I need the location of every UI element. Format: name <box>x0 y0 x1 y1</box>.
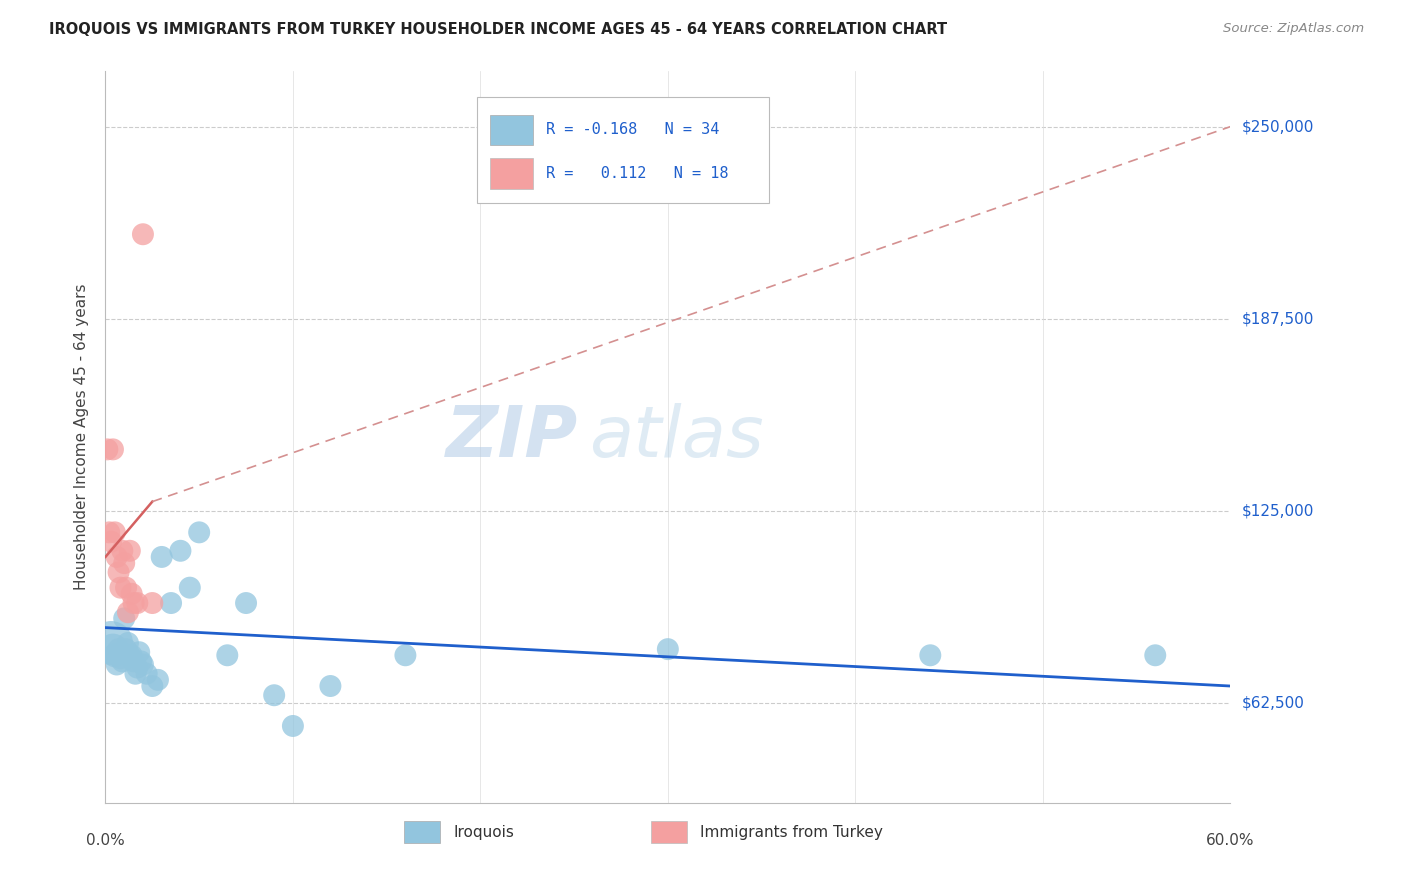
Text: $62,500: $62,500 <box>1241 696 1305 710</box>
Point <box>263 688 285 702</box>
Point <box>98 525 121 540</box>
Point <box>160 596 183 610</box>
Point <box>110 651 132 665</box>
Point <box>394 648 416 663</box>
Point <box>188 525 211 540</box>
Point <box>111 655 134 669</box>
Bar <box>404 821 440 843</box>
Point <box>107 642 129 657</box>
Point <box>105 657 128 672</box>
Point <box>101 642 124 657</box>
Point <box>127 596 149 610</box>
Point <box>105 549 128 564</box>
Text: $187,500: $187,500 <box>1241 311 1313 326</box>
Point <box>129 655 152 669</box>
Point <box>115 581 138 595</box>
Point <box>235 596 257 610</box>
Point <box>100 636 122 650</box>
Text: $125,000: $125,000 <box>1241 503 1313 518</box>
Point <box>132 227 155 242</box>
Point <box>96 442 118 457</box>
Point <box>112 611 135 625</box>
Text: Immigrants from Turkey: Immigrants from Turkey <box>700 824 883 839</box>
Text: $250,000: $250,000 <box>1241 120 1313 134</box>
Point <box>657 642 679 657</box>
Bar <box>651 821 688 843</box>
Text: 60.0%: 60.0% <box>1206 833 1254 848</box>
Text: IROQUOIS VS IMMIGRANTS FROM TURKEY HOUSEHOLDER INCOME AGES 45 - 64 YEARS CORRELA: IROQUOIS VS IMMIGRANTS FROM TURKEY HOUSE… <box>49 22 948 37</box>
Point <box>118 648 141 663</box>
Point <box>135 666 157 681</box>
Text: Source: ZipAtlas.com: Source: ZipAtlas.com <box>1223 22 1364 36</box>
Point <box>110 581 132 595</box>
Point <box>141 596 163 610</box>
Point <box>920 648 942 663</box>
Point <box>141 679 163 693</box>
Point <box>112 556 135 570</box>
Point <box>121 587 143 601</box>
Point <box>132 657 155 672</box>
Point <box>1144 648 1167 663</box>
Y-axis label: Householder Income Ages 45 - 64 years: Householder Income Ages 45 - 64 years <box>75 284 90 591</box>
Point <box>281 719 304 733</box>
Text: R =   0.112   N = 18: R = 0.112 N = 18 <box>547 166 728 181</box>
Point <box>101 442 124 457</box>
Point <box>104 648 127 663</box>
Text: Iroquois: Iroquois <box>453 824 513 839</box>
Point <box>146 673 169 687</box>
Point <box>217 648 239 663</box>
Point <box>117 605 139 619</box>
Text: ZIP: ZIP <box>446 402 578 472</box>
FancyBboxPatch shape <box>477 97 769 203</box>
Point <box>115 642 138 657</box>
Point <box>122 596 145 610</box>
Point <box>118 543 141 558</box>
Bar <box>491 159 533 189</box>
Point <box>179 581 201 595</box>
Bar <box>491 114 533 145</box>
Point <box>128 645 150 659</box>
Point <box>150 549 173 564</box>
Text: R = -0.168   N = 34: R = -0.168 N = 34 <box>547 122 720 137</box>
Point <box>122 655 145 669</box>
Point <box>117 636 139 650</box>
Text: 0.0%: 0.0% <box>86 833 125 848</box>
Point <box>100 534 122 549</box>
Point <box>124 666 146 681</box>
Text: atlas: atlas <box>589 402 763 472</box>
Point <box>111 543 134 558</box>
Point <box>127 660 149 674</box>
Point <box>107 566 129 580</box>
Point <box>319 679 342 693</box>
Point <box>169 543 191 558</box>
Point <box>104 525 127 540</box>
Point <box>121 648 143 663</box>
